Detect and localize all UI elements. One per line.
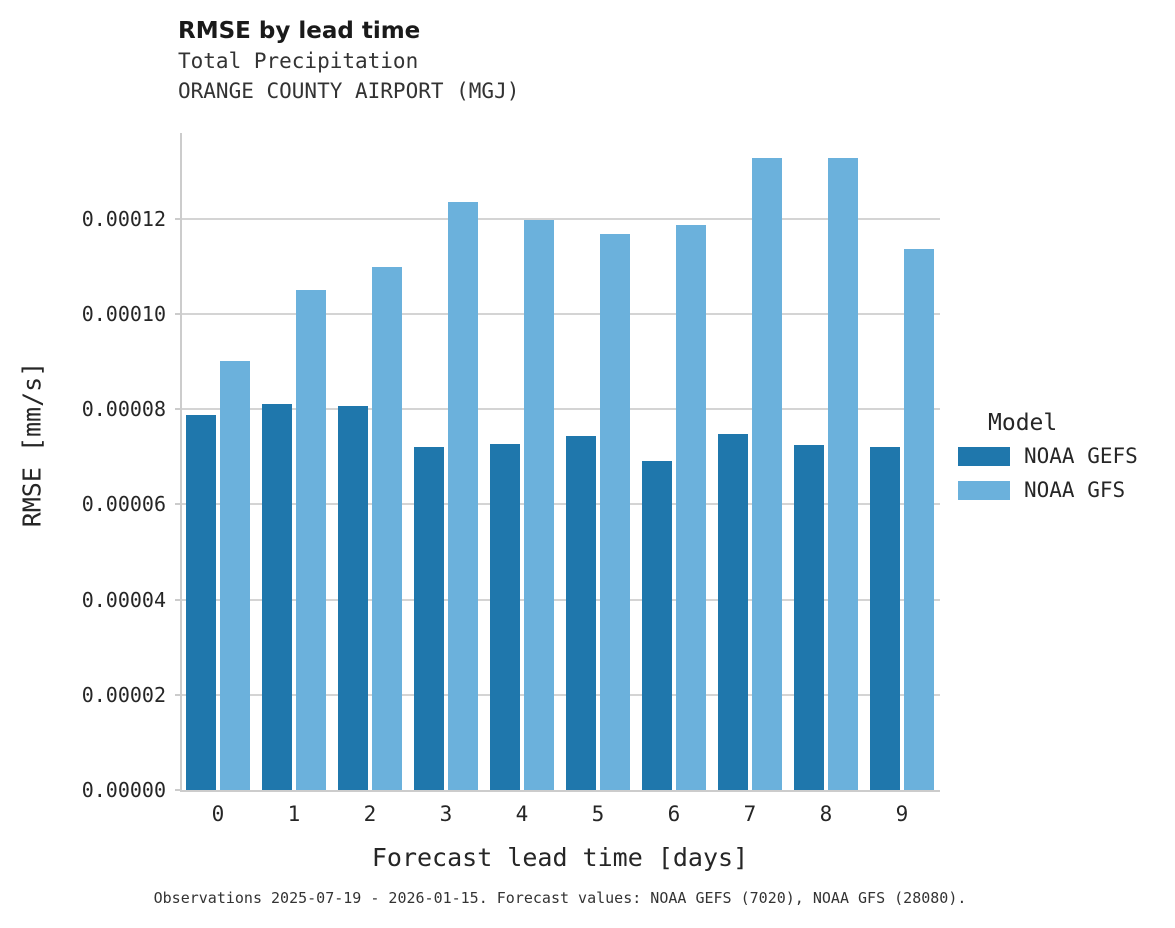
y-tick-label: 0.00006: [81, 492, 166, 517]
bar-noaa-gefs-day-8[interactable]: [794, 445, 824, 790]
bar-noaa-gfs-day-9[interactable]: [904, 248, 934, 790]
y-tick-label: 0.00008: [81, 397, 166, 422]
legend-label: NOAA GEFS: [1024, 443, 1138, 468]
y-tick-mark: [175, 693, 180, 696]
y-axis-line: [180, 133, 182, 790]
bar-noaa-gefs-day-4[interactable]: [490, 443, 520, 790]
title-block: RMSE by lead time Total Precipitation OR…: [178, 16, 878, 106]
gridline: [182, 408, 940, 411]
legend-label: NOAA GFS: [1024, 477, 1126, 502]
legend-swatch: [958, 480, 1010, 500]
y-tick-label: 0.00004: [81, 587, 166, 612]
y-axis-title: RMSE [mm/s]: [17, 361, 47, 528]
x-tick-label: 1: [287, 802, 301, 826]
legend-title: Model: [988, 410, 1058, 436]
bar-noaa-gfs-day-1[interactable]: [296, 290, 326, 790]
y-tick-label: 0.00010: [81, 302, 166, 327]
x-tick-label: 4: [515, 802, 529, 826]
bar-noaa-gfs-day-7[interactable]: [752, 157, 782, 790]
gridline: [182, 313, 940, 316]
y-tick-label: 0.00012: [81, 206, 166, 231]
y-tick-mark: [175, 503, 180, 506]
x-tick-label: 9: [895, 802, 909, 826]
chart-subtitle-station: ORANGE COUNTY AIRPORT (MGJ): [178, 79, 520, 103]
y-tick-mark: [175, 598, 180, 601]
plot-area: [175, 133, 940, 792]
gridline: [182, 693, 940, 696]
bar-noaa-gfs-day-2[interactable]: [372, 266, 402, 790]
chart-subtitle-variable: Total Precipitation: [178, 49, 419, 73]
x-axis-line: [180, 790, 940, 792]
x-tick-label: 8: [819, 802, 833, 826]
y-axis-tick-labels: 0.00000 0.00002 0.00004 0.00006 0.00008 0.000…: [0, 133, 166, 800]
y-tick-mark: [175, 313, 180, 316]
x-tick-label: 6: [667, 802, 681, 826]
bar-noaa-gefs-day-9[interactable]: [870, 447, 900, 790]
x-axis-title: Forecast lead time [days]: [371, 843, 749, 872]
y-tick-mark: [175, 408, 180, 411]
bar-noaa-gfs-day-6[interactable]: [676, 224, 706, 790]
bar-noaa-gefs-day-3[interactable]: [414, 447, 444, 790]
bar-noaa-gfs-day-4[interactable]: [524, 219, 554, 790]
y-tick-label: 0.00002: [81, 682, 166, 707]
bar-noaa-gfs-day-5[interactable]: [600, 234, 630, 790]
footnote: Observations 2025-07-19 - 2026-01-15. Fo…: [153, 889, 967, 907]
bar-noaa-gefs-day-1[interactable]: [262, 404, 292, 790]
y-tick-mark: [175, 789, 180, 791]
x-tick-label: 2: [363, 802, 377, 826]
legend: Model NOAA GEFS NOAA GFS: [958, 407, 1173, 507]
legend-swatch: [958, 446, 1010, 466]
bar-noaa-gefs-day-0[interactable]: [186, 415, 216, 790]
legend-item-noaa-gfs[interactable]: NOAA GFS: [958, 473, 1173, 507]
gridline: [182, 598, 940, 601]
x-axis-tick-labels: 0 1 2 3 4 5 6 7 8 9: [180, 800, 940, 834]
legend-item-noaa-gefs[interactable]: NOAA GEFS: [958, 439, 1173, 473]
gridline: [182, 503, 940, 506]
y-tick-mark: [175, 217, 180, 220]
bar-noaa-gefs-day-7[interactable]: [718, 433, 748, 790]
bar-noaa-gfs-day-0[interactable]: [220, 360, 250, 790]
bar-noaa-gefs-day-6[interactable]: [642, 460, 672, 790]
x-tick-label: 7: [743, 802, 757, 826]
y-tick-label: 0.00000: [81, 778, 166, 802]
bar-noaa-gfs-day-8[interactable]: [828, 157, 858, 790]
bar-noaa-gefs-day-2[interactable]: [338, 406, 368, 790]
bar-noaa-gfs-day-3[interactable]: [448, 201, 478, 790]
bar-noaa-gefs-day-5[interactable]: [566, 436, 596, 790]
legend-items: NOAA GEFS NOAA GFS: [958, 439, 1173, 507]
x-tick-label: 0: [211, 802, 225, 826]
gridline: [182, 217, 940, 220]
x-tick-label: 5: [591, 802, 605, 826]
x-tick-label: 3: [439, 802, 453, 826]
page-title: RMSE by lead time: [178, 18, 421, 44]
